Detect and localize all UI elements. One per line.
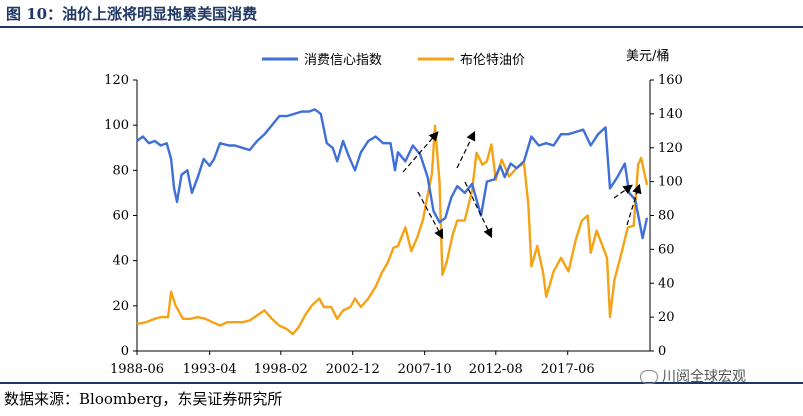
bottom-rule (0, 382, 803, 384)
right-tick-label: 120 (658, 141, 683, 156)
left-tick-label: 40 (112, 254, 129, 269)
wechat-icon (640, 370, 658, 384)
left-tick-label: 120 (104, 73, 129, 88)
x-tick-label: 2017-06 (541, 362, 595, 377)
x-tick-label: 1998-02 (254, 362, 308, 377)
right-tick-label: 0 (658, 344, 666, 359)
x-tick-label: 2002-12 (326, 362, 380, 377)
left-tick-label: 80 (112, 163, 129, 178)
figure-title: 图 10：油价上涨将明显拖累美国消费 (6, 5, 258, 23)
left-tick-label: 20 (112, 299, 129, 314)
right-tick-label: 60 (658, 242, 675, 257)
x-tick-label: 1988-06 (110, 362, 164, 377)
annotation-arrow (464, 181, 493, 239)
right-tick-label: 160 (658, 73, 683, 88)
left-tick-label: 60 (112, 209, 129, 224)
annotation-arrow (626, 183, 642, 226)
left-tick-label: 100 (104, 118, 129, 133)
annotation-arrow (456, 130, 476, 169)
annotation-arrow (417, 191, 444, 240)
right-tick-label: 100 (658, 175, 683, 190)
left-tick-label: 0 (121, 344, 129, 359)
chart: 0 20 40 60 80 100 120 0 20 40 60 80 100 120 140 160 美元/桶… (104, 49, 683, 377)
legend-label-oil: 布伦特油价 (460, 53, 525, 68)
brent-oil-line (136, 124, 649, 336)
x-tick-label: 2007-10 (398, 362, 452, 377)
legend-label-confidence: 消费信心指数 (304, 53, 382, 68)
watermark-text: 川阅全球宏观 (662, 369, 746, 385)
top-rule (0, 26, 803, 28)
x-tick-label: 2012-08 (469, 362, 523, 377)
right-tick-label: 80 (658, 209, 675, 224)
right-axis-unit-label: 美元/桶 (626, 49, 669, 64)
watermark: 川阅全球宏观 (640, 366, 746, 386)
right-tick-label: 40 (658, 276, 675, 291)
source-note: 数据来源：Bloomberg，东吴证券研究所 (4, 390, 283, 408)
x-tick-label: 1993-04 (183, 362, 237, 377)
right-tick-label: 20 (658, 310, 675, 325)
annotation-arrow (402, 131, 439, 173)
consumer-confidence-line (136, 108, 649, 240)
annotation-arrow (613, 184, 633, 199)
right-tick-label: 140 (658, 107, 683, 122)
